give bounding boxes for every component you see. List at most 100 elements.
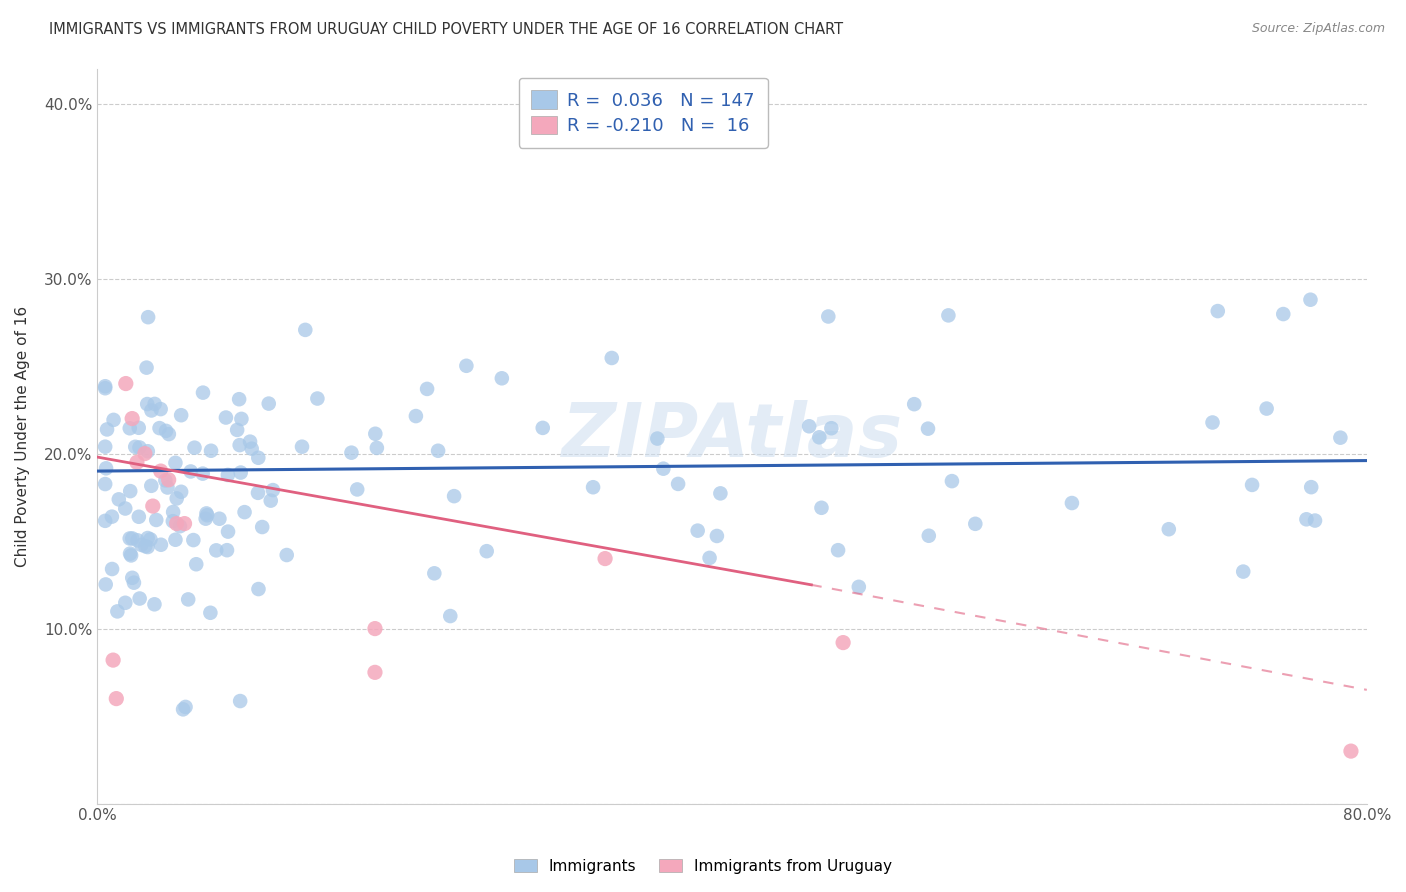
Point — [131, 538, 153, 552]
Point — [965, 516, 987, 531]
Point — [1295, 512, 1317, 526]
Point — [531, 421, 554, 435]
Point — [156, 481, 179, 495]
Point — [114, 376, 136, 391]
Point — [1157, 522, 1180, 536]
Point — [250, 520, 273, 534]
Point — [443, 489, 465, 503]
Point — [145, 513, 167, 527]
Point — [215, 410, 238, 425]
Point — [1060, 496, 1083, 510]
Point — [101, 562, 124, 576]
Point — [229, 466, 252, 480]
Point — [128, 591, 150, 606]
Point — [1206, 304, 1229, 318]
Point — [103, 413, 125, 427]
Point — [162, 505, 184, 519]
Point — [195, 508, 218, 523]
Point — [647, 432, 669, 446]
Point — [205, 543, 228, 558]
Point — [149, 402, 172, 417]
Point — [136, 540, 159, 554]
Point — [709, 486, 731, 500]
Point — [699, 550, 721, 565]
Point — [139, 533, 162, 547]
Point — [142, 499, 165, 513]
Point — [101, 653, 124, 667]
Point — [294, 323, 316, 337]
Point — [810, 500, 832, 515]
Point — [423, 566, 446, 581]
Point — [122, 575, 145, 590]
Point — [364, 622, 387, 636]
Point — [808, 430, 831, 444]
Point — [162, 514, 184, 528]
Point — [94, 379, 117, 393]
Point — [136, 397, 159, 411]
Point — [136, 310, 159, 325]
Point — [136, 444, 159, 458]
Point — [149, 464, 172, 478]
Legend: Immigrants, Immigrants from Uruguay: Immigrants, Immigrants from Uruguay — [508, 853, 898, 880]
Point — [200, 443, 222, 458]
Point — [1272, 307, 1295, 321]
Point — [817, 310, 839, 324]
Point — [456, 359, 478, 373]
Point — [231, 412, 253, 426]
Point — [1241, 478, 1264, 492]
Point — [233, 505, 256, 519]
Point — [94, 477, 117, 491]
Point — [194, 511, 217, 525]
Point — [121, 411, 143, 425]
Point — [128, 509, 150, 524]
Point — [177, 592, 200, 607]
Point — [114, 596, 136, 610]
Point — [191, 385, 214, 400]
Point — [170, 484, 193, 499]
Point — [307, 392, 329, 406]
Point — [186, 558, 208, 572]
Point — [228, 392, 250, 407]
Point — [155, 474, 177, 488]
Point — [1340, 744, 1362, 758]
Point — [491, 371, 513, 385]
Point — [215, 543, 238, 558]
Point — [200, 606, 222, 620]
Point — [600, 351, 623, 365]
Y-axis label: Child Poverty Under the Age of 16: Child Poverty Under the Age of 16 — [15, 305, 30, 566]
Point — [128, 421, 150, 435]
Point — [125, 455, 148, 469]
Point — [364, 426, 387, 441]
Point — [105, 604, 128, 618]
Point — [1303, 514, 1326, 528]
Point — [217, 467, 239, 482]
Point — [128, 441, 150, 455]
Point — [1301, 480, 1323, 494]
Point — [706, 529, 728, 543]
Point — [124, 440, 146, 454]
Point — [105, 691, 128, 706]
Point — [120, 549, 142, 563]
Point — [121, 532, 143, 546]
Point — [366, 441, 388, 455]
Point — [180, 465, 202, 479]
Point — [228, 438, 250, 452]
Point — [166, 516, 188, 531]
Point — [120, 547, 142, 561]
Point — [247, 450, 270, 465]
Point — [174, 700, 197, 714]
Point — [276, 548, 298, 562]
Point — [94, 440, 117, 454]
Point — [173, 516, 195, 531]
Point — [96, 422, 118, 436]
Point — [94, 381, 117, 395]
Point — [666, 477, 689, 491]
Point — [208, 512, 231, 526]
Point — [941, 474, 963, 488]
Point — [141, 479, 163, 493]
Point — [593, 551, 616, 566]
Point — [797, 419, 820, 434]
Point — [149, 538, 172, 552]
Point — [169, 519, 191, 533]
Point — [114, 501, 136, 516]
